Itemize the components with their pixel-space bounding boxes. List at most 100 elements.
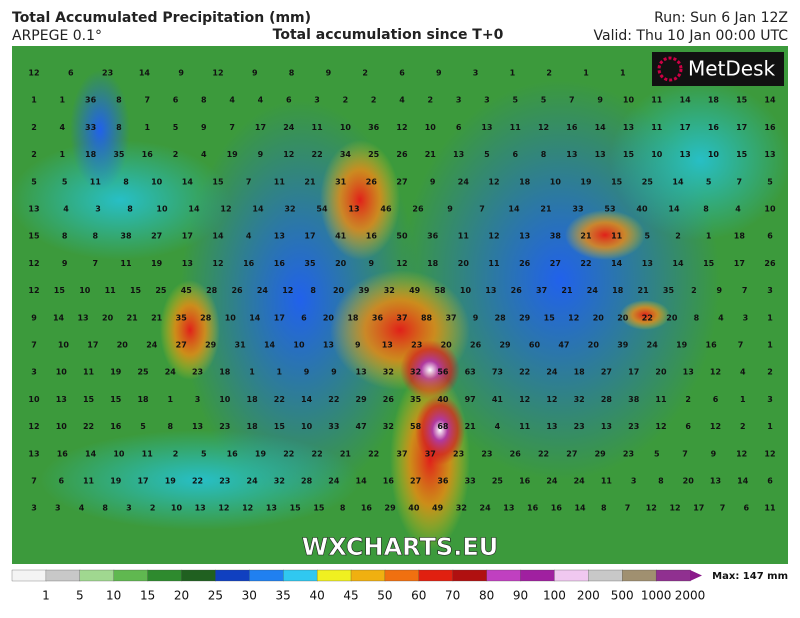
grid-value: 5	[541, 96, 547, 105]
grid-value: 3	[95, 205, 101, 214]
grid-value: 10	[56, 422, 68, 431]
grid-value: 9	[447, 205, 453, 214]
grid-value: 12	[396, 123, 407, 132]
grid-value: 37	[425, 449, 436, 458]
grid-value: 47	[558, 341, 569, 350]
grid-value: 18	[247, 395, 259, 404]
grid-value: 19	[110, 368, 122, 377]
colorbar-segment	[79, 569, 115, 582]
colorbar-segment	[554, 569, 589, 582]
grid-value: 14	[249, 313, 261, 322]
grid-value: 35	[663, 286, 675, 295]
grid-value: 12	[646, 504, 657, 513]
grid-value: 41	[492, 395, 504, 404]
grid-value: 13	[710, 477, 721, 486]
grid-value: 3	[31, 504, 37, 513]
logo-icon	[657, 56, 683, 82]
grid-value: 13	[485, 286, 496, 295]
grid-value: 5	[62, 177, 68, 186]
grid-value: 12	[710, 368, 721, 377]
grid-value: 6	[713, 395, 719, 404]
grid-value: 6	[301, 313, 307, 322]
grid-value: 20	[323, 313, 335, 322]
grid-value: 4	[399, 96, 405, 105]
grid-value: 12	[212, 69, 223, 78]
grid-value: 23	[481, 449, 492, 458]
grid-value: 6	[173, 96, 179, 105]
grid-value: 15	[130, 286, 142, 295]
colorbar-label: 500	[611, 589, 634, 603]
grid-value: 7	[625, 504, 631, 513]
grid-value: 22	[312, 449, 323, 458]
grid-value: 27	[410, 477, 421, 486]
grid-value: 18	[347, 313, 359, 322]
grid-value: 8	[658, 477, 664, 486]
grid-value: 4	[229, 96, 235, 105]
grid-value: 13	[764, 150, 775, 159]
grid-value: 13	[182, 259, 193, 268]
grid-value: 9	[716, 286, 722, 295]
grid-value: 11	[312, 123, 324, 132]
grid-value: 2	[371, 96, 377, 105]
grid-value: 9	[326, 69, 332, 78]
grid-value: 25	[155, 286, 167, 295]
grid-value: 24	[165, 368, 177, 377]
grid-value: 7	[479, 205, 485, 214]
grid-value: 26	[764, 259, 776, 268]
grid-value: 88	[421, 313, 433, 322]
grid-value: 22	[274, 395, 285, 404]
logo-text: MetDesk	[688, 57, 776, 81]
grid-value: 12	[736, 449, 747, 458]
grid-value: 13	[601, 422, 612, 431]
grid-value: 12	[212, 259, 223, 268]
grid-value: 11	[142, 449, 154, 458]
grid-value: 7	[738, 341, 744, 350]
grid-value: 5	[512, 96, 518, 105]
grid-value: 12	[488, 177, 499, 186]
grid-value: 14	[85, 449, 97, 458]
grid-value: 13	[595, 150, 606, 159]
grid-value: 20	[335, 259, 347, 268]
grid-value: 10	[151, 177, 163, 186]
grid-value: 3	[456, 96, 462, 105]
grid-value: 40	[408, 504, 420, 513]
grid-value: 16	[227, 449, 239, 458]
grid-value: 12	[28, 422, 39, 431]
grid-value: 1	[767, 313, 773, 322]
grid-value: 27	[396, 177, 407, 186]
colorbar-label: 25	[208, 589, 223, 603]
colorbar-segment	[520, 569, 556, 582]
grid-value: 11	[764, 504, 776, 513]
grid-value: 2	[675, 232, 681, 241]
grid-value: 23	[574, 422, 585, 431]
grid-value: 36	[372, 313, 384, 322]
colorbar-segment	[588, 569, 623, 582]
grid-value: 22	[83, 422, 94, 431]
grid-value: 3	[767, 395, 773, 404]
grid-value: 24	[257, 286, 269, 295]
colorbar-label: 10	[106, 589, 121, 603]
grid-value: 13	[266, 504, 277, 513]
grid-value: 27	[176, 341, 187, 350]
grid-value: 32	[574, 395, 585, 404]
grid-value: 21	[540, 205, 552, 214]
grid-value: 28	[495, 313, 507, 322]
grid-value: 21	[151, 313, 163, 322]
grid-value: 26	[510, 449, 522, 458]
grid-value: 8	[102, 504, 108, 513]
grid-value: 13	[28, 449, 39, 458]
grid-value: 4	[201, 150, 207, 159]
grid-value: 6	[767, 232, 773, 241]
grid-value: 24	[146, 341, 158, 350]
grid-value: 49	[432, 504, 444, 513]
grid-value: 53	[604, 205, 615, 214]
colorbar-segment	[486, 569, 522, 582]
grid-value: 40	[636, 205, 648, 214]
grid-value: 24	[574, 477, 586, 486]
grid-value: 32	[383, 368, 394, 377]
grid-value: 4	[495, 422, 501, 431]
grid-value: 8	[310, 286, 316, 295]
grid-value: 19	[151, 259, 163, 268]
grid-value: 14	[508, 205, 520, 214]
grid-value: 13	[77, 313, 88, 322]
